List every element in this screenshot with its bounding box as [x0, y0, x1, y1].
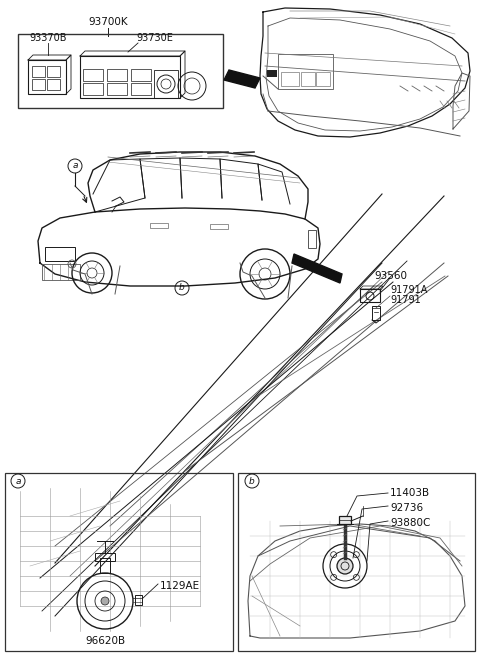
Text: 91791A: 91791A — [390, 285, 427, 295]
Bar — [308, 230, 316, 248]
Text: b: b — [179, 283, 185, 293]
Text: b: b — [249, 476, 255, 485]
Bar — [131, 69, 151, 81]
Bar — [28, 60, 66, 94]
Bar — [135, 595, 142, 605]
Text: 93730E: 93730E — [137, 33, 173, 43]
Text: 93560: 93560 — [374, 271, 407, 281]
Text: 92736: 92736 — [390, 503, 423, 513]
Polygon shape — [224, 70, 260, 88]
Text: a: a — [72, 161, 78, 171]
Text: a: a — [15, 476, 21, 485]
Bar — [372, 306, 380, 320]
Bar — [278, 54, 333, 89]
Bar — [42, 264, 80, 280]
Bar — [316, 72, 330, 86]
Bar — [339, 516, 351, 524]
Bar — [281, 72, 299, 86]
Bar — [47, 79, 60, 90]
Text: 1129AE: 1129AE — [160, 581, 200, 591]
Text: 93370B: 93370B — [29, 33, 67, 43]
Circle shape — [339, 560, 351, 572]
Bar — [83, 69, 103, 81]
Circle shape — [101, 597, 109, 605]
Bar — [83, 83, 103, 95]
Bar — [107, 83, 127, 95]
Bar — [45, 247, 75, 261]
Text: 91791: 91791 — [390, 295, 421, 305]
Bar — [150, 223, 168, 228]
Bar — [154, 70, 178, 98]
Bar — [360, 289, 380, 302]
Bar — [47, 66, 60, 77]
Text: 93700K: 93700K — [88, 17, 128, 27]
Bar — [238, 473, 475, 651]
Bar — [80, 56, 180, 98]
Text: 11403B: 11403B — [390, 488, 430, 498]
Bar — [100, 558, 110, 573]
Bar — [5, 473, 233, 651]
Bar — [32, 79, 45, 90]
Bar — [107, 69, 127, 81]
Bar — [267, 70, 277, 77]
Bar — [131, 83, 151, 95]
Bar — [32, 66, 45, 77]
Text: 96620B: 96620B — [85, 636, 125, 646]
Bar — [301, 72, 315, 86]
Polygon shape — [292, 254, 342, 283]
Bar — [210, 224, 228, 229]
Bar — [18, 34, 223, 108]
Text: 93880C: 93880C — [390, 518, 431, 528]
Circle shape — [337, 558, 353, 574]
Bar — [95, 553, 115, 561]
